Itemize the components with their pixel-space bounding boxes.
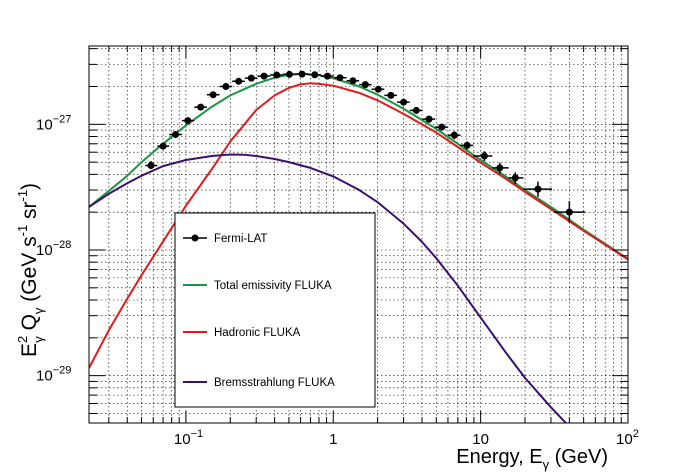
data-marker <box>349 77 357 85</box>
fermi-lat-point <box>473 151 493 162</box>
data-marker <box>412 106 420 114</box>
fermi-lat-point <box>346 77 360 85</box>
fermi-lat-point <box>359 81 372 89</box>
fermi-lat-point <box>169 130 182 138</box>
data-marker <box>222 82 230 90</box>
data-marker <box>147 162 155 170</box>
data-marker <box>511 174 519 182</box>
legend-box <box>174 212 376 408</box>
data-marker <box>450 131 458 139</box>
y-tick-label: 10−29 <box>36 365 71 385</box>
y-tick-label: 10−27 <box>36 113 71 133</box>
data-marker <box>184 117 192 125</box>
fermi-lat-point <box>295 70 309 78</box>
data-marker <box>336 74 344 82</box>
fermi-lat-point <box>422 115 436 123</box>
fermi-lat-point <box>554 201 585 223</box>
fermi-lat-point <box>157 142 170 150</box>
data-marker <box>323 72 331 80</box>
legend: Fermi-LAT Total emissivity FLUKA Hadroni… <box>174 212 376 408</box>
data-marker <box>273 71 281 79</box>
fermi-lat-point <box>282 70 296 78</box>
fermi-lat-point <box>409 106 423 114</box>
fermi-lat-point <box>371 85 385 93</box>
x-tick-label: 102 <box>616 428 639 448</box>
data-marker <box>425 115 433 123</box>
fermi-lat-point <box>435 123 448 131</box>
x-tick-label: 10 <box>472 431 489 448</box>
data-marker <box>235 77 243 85</box>
fermi-lat-point <box>206 91 220 99</box>
fermi-lat-point <box>270 71 283 79</box>
fermi-lat-point <box>447 131 461 140</box>
data-marker <box>197 103 205 111</box>
axis-ticks <box>89 46 629 423</box>
data-marker <box>298 70 306 78</box>
fermi-lat-point <box>257 72 271 80</box>
fermi-lat-point <box>333 74 347 82</box>
x-tick-label: 10−1 <box>174 428 203 448</box>
fermi-lat-point <box>460 141 474 150</box>
data-marker <box>311 71 319 79</box>
data-marker <box>374 85 382 93</box>
legend-label-bremsstrahlung: Bremsstrahlung FLUKA <box>214 377 335 389</box>
legend-label-fermi-lat: Fermi-LAT <box>214 233 267 245</box>
y-axis-title: E2γ Qγ (GeV s-1 sr-1) <box>15 183 46 357</box>
data-marker <box>496 164 504 172</box>
fermi-lat-point <box>384 91 398 99</box>
plot-frame <box>88 45 629 424</box>
data-marker <box>438 123 446 131</box>
fermi-lat-point <box>523 181 553 197</box>
data-marker <box>285 70 293 78</box>
fermi-lat-point <box>508 172 524 185</box>
data-marker <box>534 185 542 193</box>
data-marker <box>172 130 180 138</box>
legend-fermi-lat-marker <box>191 234 199 242</box>
fermi-lat-point <box>232 77 245 85</box>
data-marker <box>247 74 255 82</box>
data-marker <box>463 141 471 149</box>
data-marker <box>209 91 217 99</box>
data-marker <box>159 142 167 150</box>
data-marker <box>480 152 488 160</box>
data-marker <box>400 98 408 106</box>
fermi-lat-point <box>320 72 334 80</box>
fermi-lat-points <box>145 70 585 223</box>
legend-label-total: Total emissivity FLUKA <box>214 280 332 292</box>
fermi-lat-point <box>308 71 321 79</box>
fermi-lat-point <box>194 103 207 111</box>
x-axis-title: Energy, Eγ (GeV) <box>456 446 608 472</box>
hadronic-curve <box>89 82 628 369</box>
y-tick-label: 10−28 <box>36 239 71 259</box>
tick-labels: 10−1 1 10 102 10−29 10−28 10−27 <box>36 113 639 448</box>
fermi-lat-point <box>181 117 195 125</box>
fermi-lat-point <box>397 98 410 106</box>
data-marker <box>565 208 573 216</box>
fermi-lat-point <box>219 82 233 90</box>
fermi-lat-point <box>244 74 258 82</box>
legend-label-hadronic: Hadronic FLUKA <box>214 327 301 339</box>
fermi-lat-point <box>145 161 158 170</box>
data-marker <box>387 91 395 99</box>
data-marker <box>361 81 369 89</box>
fermi-lat-point <box>492 162 509 174</box>
bremsstrahlung-curve <box>89 153 568 423</box>
x-tick-label: 1 <box>329 431 337 448</box>
data-marker <box>260 72 268 80</box>
